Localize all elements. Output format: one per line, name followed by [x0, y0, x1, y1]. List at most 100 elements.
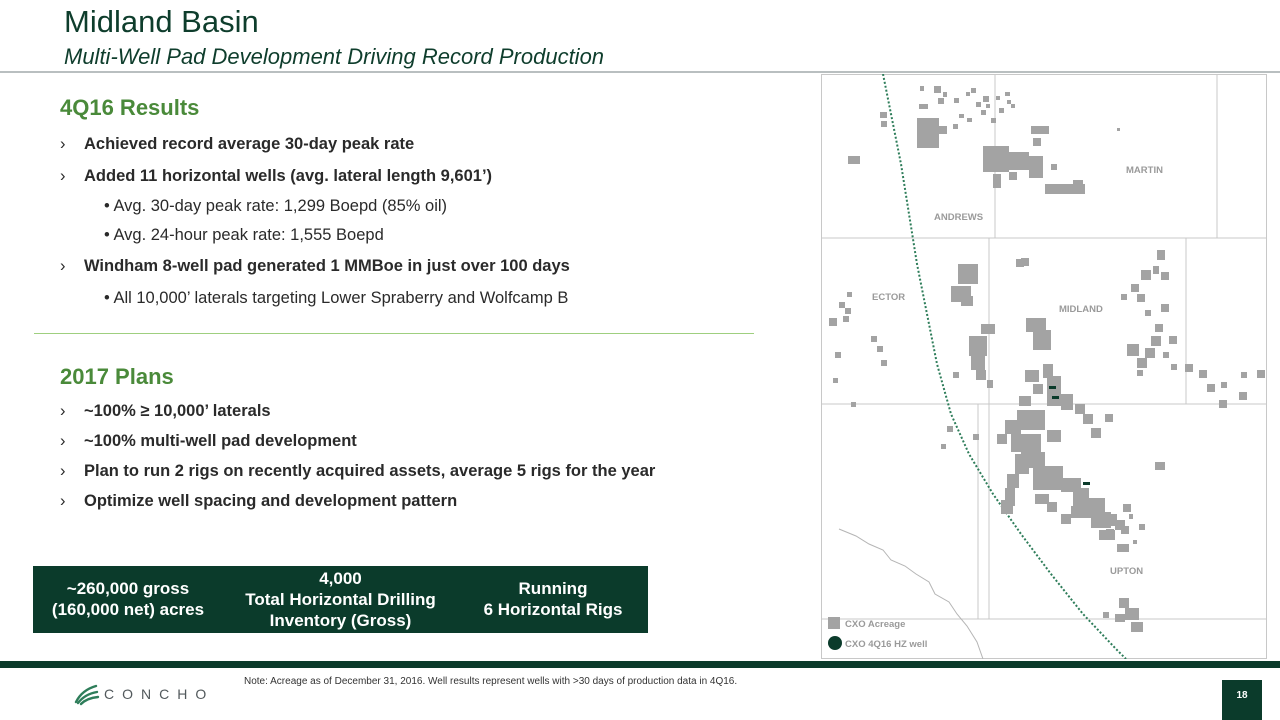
acreage-block [881, 121, 887, 127]
hz-well [1083, 482, 1090, 485]
acreage-block [1047, 376, 1061, 406]
acreage-block [1033, 138, 1041, 146]
acreage-block [1163, 352, 1169, 358]
acreage-block [1007, 100, 1011, 104]
acreage-block [1005, 92, 1010, 96]
bullet-text: Plan to run 2 rigs on recently acquired … [84, 462, 656, 480]
bullet-text: ~100% ≥ 10,000’ laterals [84, 402, 271, 420]
rigs-stat: Running 6 Horizontal Rigs [458, 578, 648, 620]
acreage-block [1207, 384, 1215, 392]
acreage-block [917, 118, 939, 148]
bullet-marker: › [60, 492, 66, 510]
acreage-block [920, 86, 924, 91]
acreage-block [997, 434, 1007, 444]
concho-logo-icon [74, 684, 100, 706]
county-label-midland: MIDLAND [1059, 304, 1103, 315]
legend-acreage-swatch [828, 617, 840, 629]
acreage-block [839, 302, 845, 308]
acreage-stat: ~260,000 gross (160,000 net) acres [33, 578, 223, 620]
acreage-block [1127, 344, 1139, 356]
results-sub-item: • Avg. 30-day peak rate: 1,299 Boepd (85… [104, 197, 448, 215]
acreage-block [1257, 370, 1265, 378]
acreage-block [1137, 294, 1145, 302]
acreage-block [1155, 462, 1165, 470]
acreage-block [1029, 156, 1043, 178]
basin-boundary [882, 74, 1127, 659]
acreage-block [1047, 430, 1061, 442]
bullet-text: Windham 8-well pad generated 1 MMBoe in … [84, 257, 570, 275]
footer-band [0, 661, 1280, 668]
acreage-block [1026, 318, 1046, 332]
acreage-block [959, 114, 964, 118]
acreage-block [1001, 500, 1013, 514]
hz-well [1049, 386, 1056, 389]
acreage-block [1129, 514, 1133, 519]
acreage-stat-line: ~260,000 gross [66, 579, 190, 598]
acreage-block [1137, 358, 1147, 368]
plans-bullet: › Plan to run 2 rigs on recently acquired… [60, 461, 655, 481]
footnote: Note: Acreage as of December 31, 2016. W… [244, 676, 738, 687]
bullet-text: Achieved record average 30-day peak rate [84, 135, 415, 153]
acreage-block [848, 156, 860, 164]
inventory-stat: 4,000 Total Horizontal Drilling Inventor… [223, 568, 458, 631]
inventory-stat-line: Inventory (Gross) [269, 611, 412, 630]
acreage-block [877, 346, 883, 352]
plans-heading: 2017 Plans [60, 364, 174, 389]
plans-bullet: › ~100% multi-well pad development [60, 431, 357, 451]
concho-logo-text: CONCHO [104, 686, 215, 702]
acreage-block [1061, 394, 1073, 410]
acreage-block [1106, 529, 1114, 537]
results-bullet: › Added 11 horizontal wells (avg. lateral… [60, 166, 492, 186]
acreage-block [851, 402, 856, 407]
acreage-block [1075, 404, 1085, 414]
acreage-block [981, 324, 995, 334]
acreage-block [1019, 396, 1031, 406]
acreage-block [1139, 524, 1145, 530]
acreage-block [1107, 514, 1117, 526]
acreage-block [1007, 474, 1019, 488]
acreage-block [1103, 612, 1109, 618]
inventory-stat-line: 4,000 [319, 569, 362, 588]
acreage-block [1137, 370, 1143, 376]
acreage-block [1161, 272, 1169, 280]
acreage-block [1145, 348, 1155, 358]
acreage-block [1131, 622, 1143, 632]
acreage-block [1061, 514, 1071, 524]
hz-well-markers [1049, 386, 1090, 485]
acreage-block [1121, 526, 1129, 534]
acreage-block [976, 370, 986, 380]
acreage-block [880, 112, 887, 118]
bullet-marker: › [60, 462, 66, 480]
county-label-andrews: ANDREWS [934, 212, 983, 223]
rigs-stat-line: Running [518, 579, 588, 598]
acreage-block [943, 92, 947, 97]
acreage-block [1031, 126, 1049, 134]
page-title: Midland Basin [64, 4, 259, 39]
acreage-block [1021, 258, 1029, 266]
acreage-block [1199, 370, 1207, 378]
bullet-marker: › [60, 167, 66, 185]
acreage-block [1009, 172, 1017, 180]
acreage-block [1033, 466, 1063, 490]
page-number: 18 [1222, 680, 1262, 720]
acreage-block [953, 372, 959, 378]
acreage-block [847, 292, 852, 297]
acreage-block [1221, 382, 1227, 388]
acreage-block [976, 102, 981, 107]
acreage-block [1083, 414, 1093, 424]
acreage-block [996, 96, 1000, 100]
results-heading: 4Q16 Results [60, 95, 200, 120]
acreage-block [843, 316, 849, 322]
acreage-block [1005, 488, 1015, 506]
inventory-stat-line: Total Horizontal Drilling [245, 590, 436, 609]
acreage-block [987, 380, 993, 388]
acreage-block [1241, 372, 1247, 378]
acreage-block [986, 104, 990, 108]
acreage-block [871, 336, 877, 342]
acreage-block [919, 104, 928, 109]
acreage-block [953, 124, 958, 129]
acreage-block [1071, 506, 1091, 518]
acreage-block [954, 98, 959, 103]
acreage-block [1015, 454, 1029, 474]
bullet-text: Added 11 horizontal wells (avg. lateral … [84, 167, 493, 185]
